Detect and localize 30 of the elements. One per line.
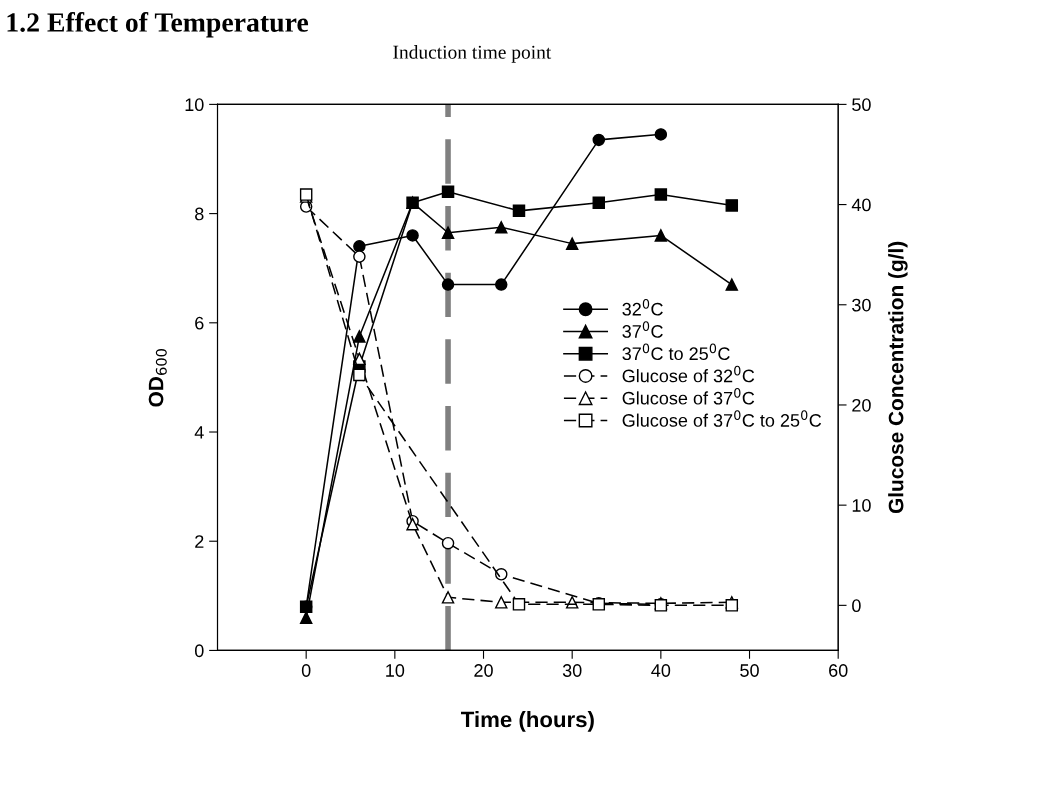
x-tick-label: 10 <box>386 664 405 677</box>
y-tick-label: 0 <box>194 644 204 658</box>
y2-tick-label: 30 <box>852 298 871 312</box>
y-tick-label: 10 <box>185 98 204 112</box>
legend-label: Glucose of 37$^{0}$C <box>622 388 755 405</box>
x-tick-label: 40 <box>651 664 671 677</box>
legend-label: Glucose of 32$^{0}$C <box>622 365 755 383</box>
x-tick-label: 0 <box>301 664 311 677</box>
legend-label: 37$^{0}$C to 25$^{0}$C <box>622 343 730 361</box>
y2-tick-label: 0 <box>852 599 861 613</box>
y2-tick-label: 40 <box>851 198 871 212</box>
y-tick-label: 2 <box>195 535 204 548</box>
y2-tick-label: 10 <box>852 499 871 512</box>
y-tick-label: 4 <box>194 426 204 439</box>
y2-axis-title: Glucose Concentration (g/l) <box>888 241 908 514</box>
y-tick-label: 6 <box>195 316 204 330</box>
y2-tick-label: 20 <box>852 398 871 412</box>
y-axis-title: OD$_{600}$ <box>148 349 167 407</box>
x-tick-label: 30 <box>562 664 582 677</box>
chart-title: 1.2 Effect of Temperature <box>7 12 309 38</box>
legend-label: Glucose of 37$^{0}$C to 25$^{0}$C <box>622 410 822 427</box>
legend-label: 32$^{0}$C <box>622 299 663 316</box>
y-tick-label: 8 <box>195 207 204 221</box>
x-tick-label: 50 <box>740 664 759 677</box>
x-tick-label: 20 <box>474 664 493 677</box>
x-tick-label: 60 <box>829 664 848 677</box>
ref-line-label: Induction time point <box>393 45 552 63</box>
x-axis-title: Time (hours) <box>461 711 594 732</box>
legend-label: 37$^{0}$C <box>622 321 663 338</box>
y2-tick-label: 50 <box>852 98 871 112</box>
